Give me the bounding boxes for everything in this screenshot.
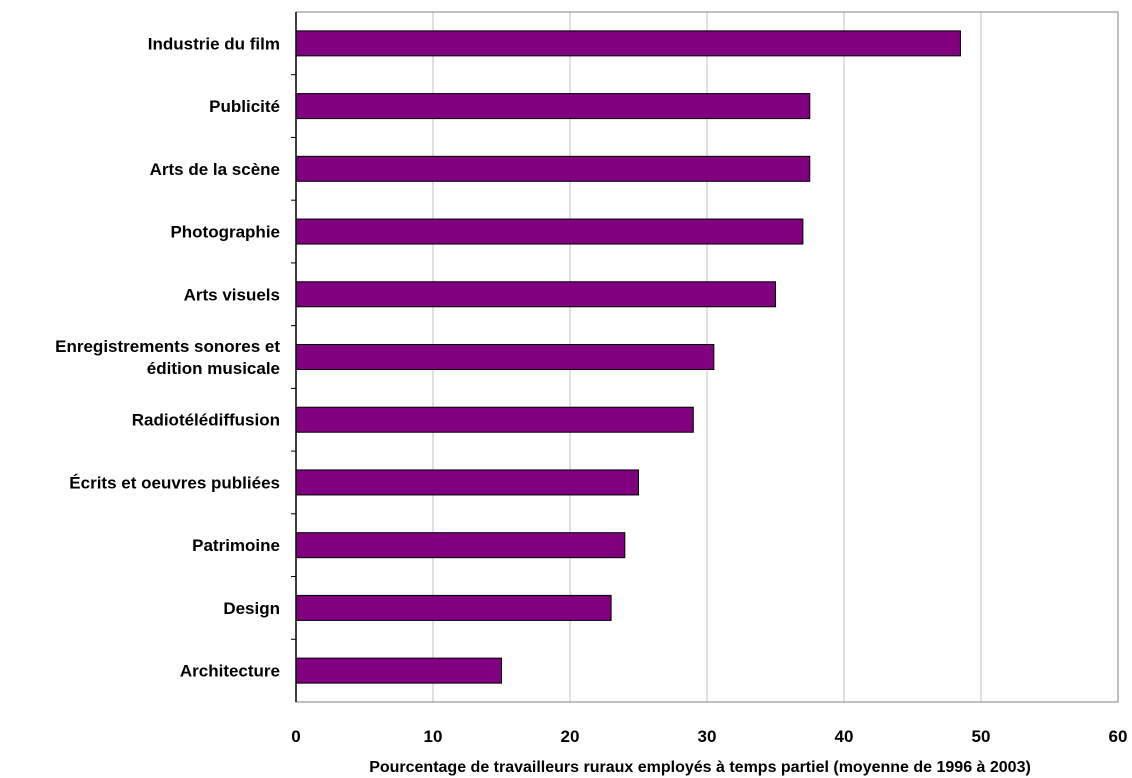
category-label: Design xyxy=(223,599,280,618)
bar xyxy=(295,30,961,57)
category-label: Industrie du film xyxy=(148,34,280,53)
bar xyxy=(295,469,639,496)
x-tick-label: 60 xyxy=(1109,727,1128,746)
bar xyxy=(295,155,811,182)
bar xyxy=(295,532,626,559)
category-label: Publicité xyxy=(209,97,280,116)
bar xyxy=(295,657,502,684)
category-label: Écrits et oeuvres publiées xyxy=(69,473,280,492)
category-label: Radiotélédiffusion xyxy=(132,411,280,430)
category-label: Patrimoine xyxy=(192,536,280,555)
category-label: Photographie xyxy=(170,223,280,242)
x-tick-label: 50 xyxy=(972,727,991,746)
x-axis-title: Pourcentage de travailleurs ruraux emplo… xyxy=(369,759,1031,776)
x-tick-labels: 0 10 20 30 40 50 60 xyxy=(291,727,1127,746)
category-labels: Industrie du film Publicité Arts de la scè… xyxy=(55,34,280,680)
x-tick-label: 40 xyxy=(835,727,854,746)
bars xyxy=(295,30,961,684)
bar xyxy=(295,406,694,433)
category-label: Architecture xyxy=(180,662,280,681)
bar xyxy=(295,218,804,245)
axes xyxy=(291,11,1119,703)
bar xyxy=(295,93,811,120)
x-tick-label: 0 xyxy=(291,727,300,746)
category-label: Arts de la scène xyxy=(150,160,280,179)
bar xyxy=(295,281,776,308)
x-tick-label: 20 xyxy=(561,727,580,746)
bar xyxy=(295,344,715,370)
category-label: Enregistrements sonores et édition musica… xyxy=(55,337,280,378)
x-tick-label: 30 xyxy=(698,727,717,746)
bar xyxy=(295,594,612,621)
x-tick-label: 10 xyxy=(424,727,443,746)
category-label: Arts visuels xyxy=(184,285,280,304)
